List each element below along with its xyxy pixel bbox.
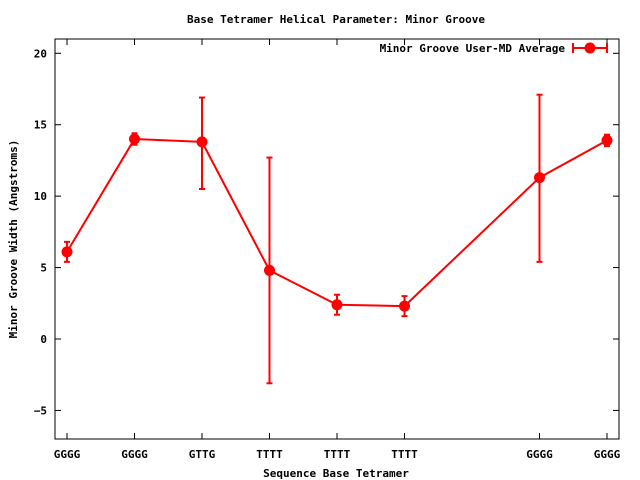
x-tick-label: GTTG	[189, 448, 216, 461]
y-tick-label: 10	[34, 190, 47, 203]
chart-title: Base Tetramer Helical Parameter: Minor G…	[187, 13, 485, 26]
y-tick-label: 5	[40, 262, 47, 275]
x-axis-label: Sequence Base Tetramer	[263, 467, 409, 480]
x-axis: GGGG GGGG GTTG TTTT TTTT TTTT GGGG GGGG	[54, 39, 621, 461]
plot-area	[54, 38, 620, 440]
x-tick-label: GGGG	[594, 448, 621, 461]
x-tick-label: GGGG	[121, 448, 148, 461]
y-tick-label: 15	[34, 119, 47, 132]
data-point	[264, 264, 275, 276]
data-point	[601, 134, 613, 146]
data-point	[129, 133, 140, 145]
y-tick-label: 20	[34, 47, 47, 60]
data-point	[331, 299, 343, 311]
y-axis-label: Minor Groove Width (Angstroms)	[7, 140, 20, 339]
series-layer	[61, 93, 613, 385]
x-tick-label: GGGG	[526, 448, 553, 461]
series-line	[66, 137, 608, 308]
y-axis: −5 0 5 10 15 20	[34, 47, 619, 417]
data-point	[399, 300, 410, 312]
y-tick-label: −5	[34, 404, 47, 417]
legend: Minor Groove User-MD Average	[380, 42, 608, 55]
data-point	[534, 172, 545, 184]
x-tick-label: TTTT	[324, 448, 351, 461]
legend-marker	[584, 42, 596, 54]
x-tick-label: TTTT	[256, 448, 283, 461]
y-tick-label: 0	[40, 333, 47, 346]
data-point	[196, 136, 208, 148]
x-tick-label: TTTT	[391, 448, 418, 461]
x-tick-label: GGGG	[54, 448, 81, 461]
data-point	[61, 246, 73, 258]
legend-label: Minor Groove User-MD Average	[380, 42, 566, 55]
